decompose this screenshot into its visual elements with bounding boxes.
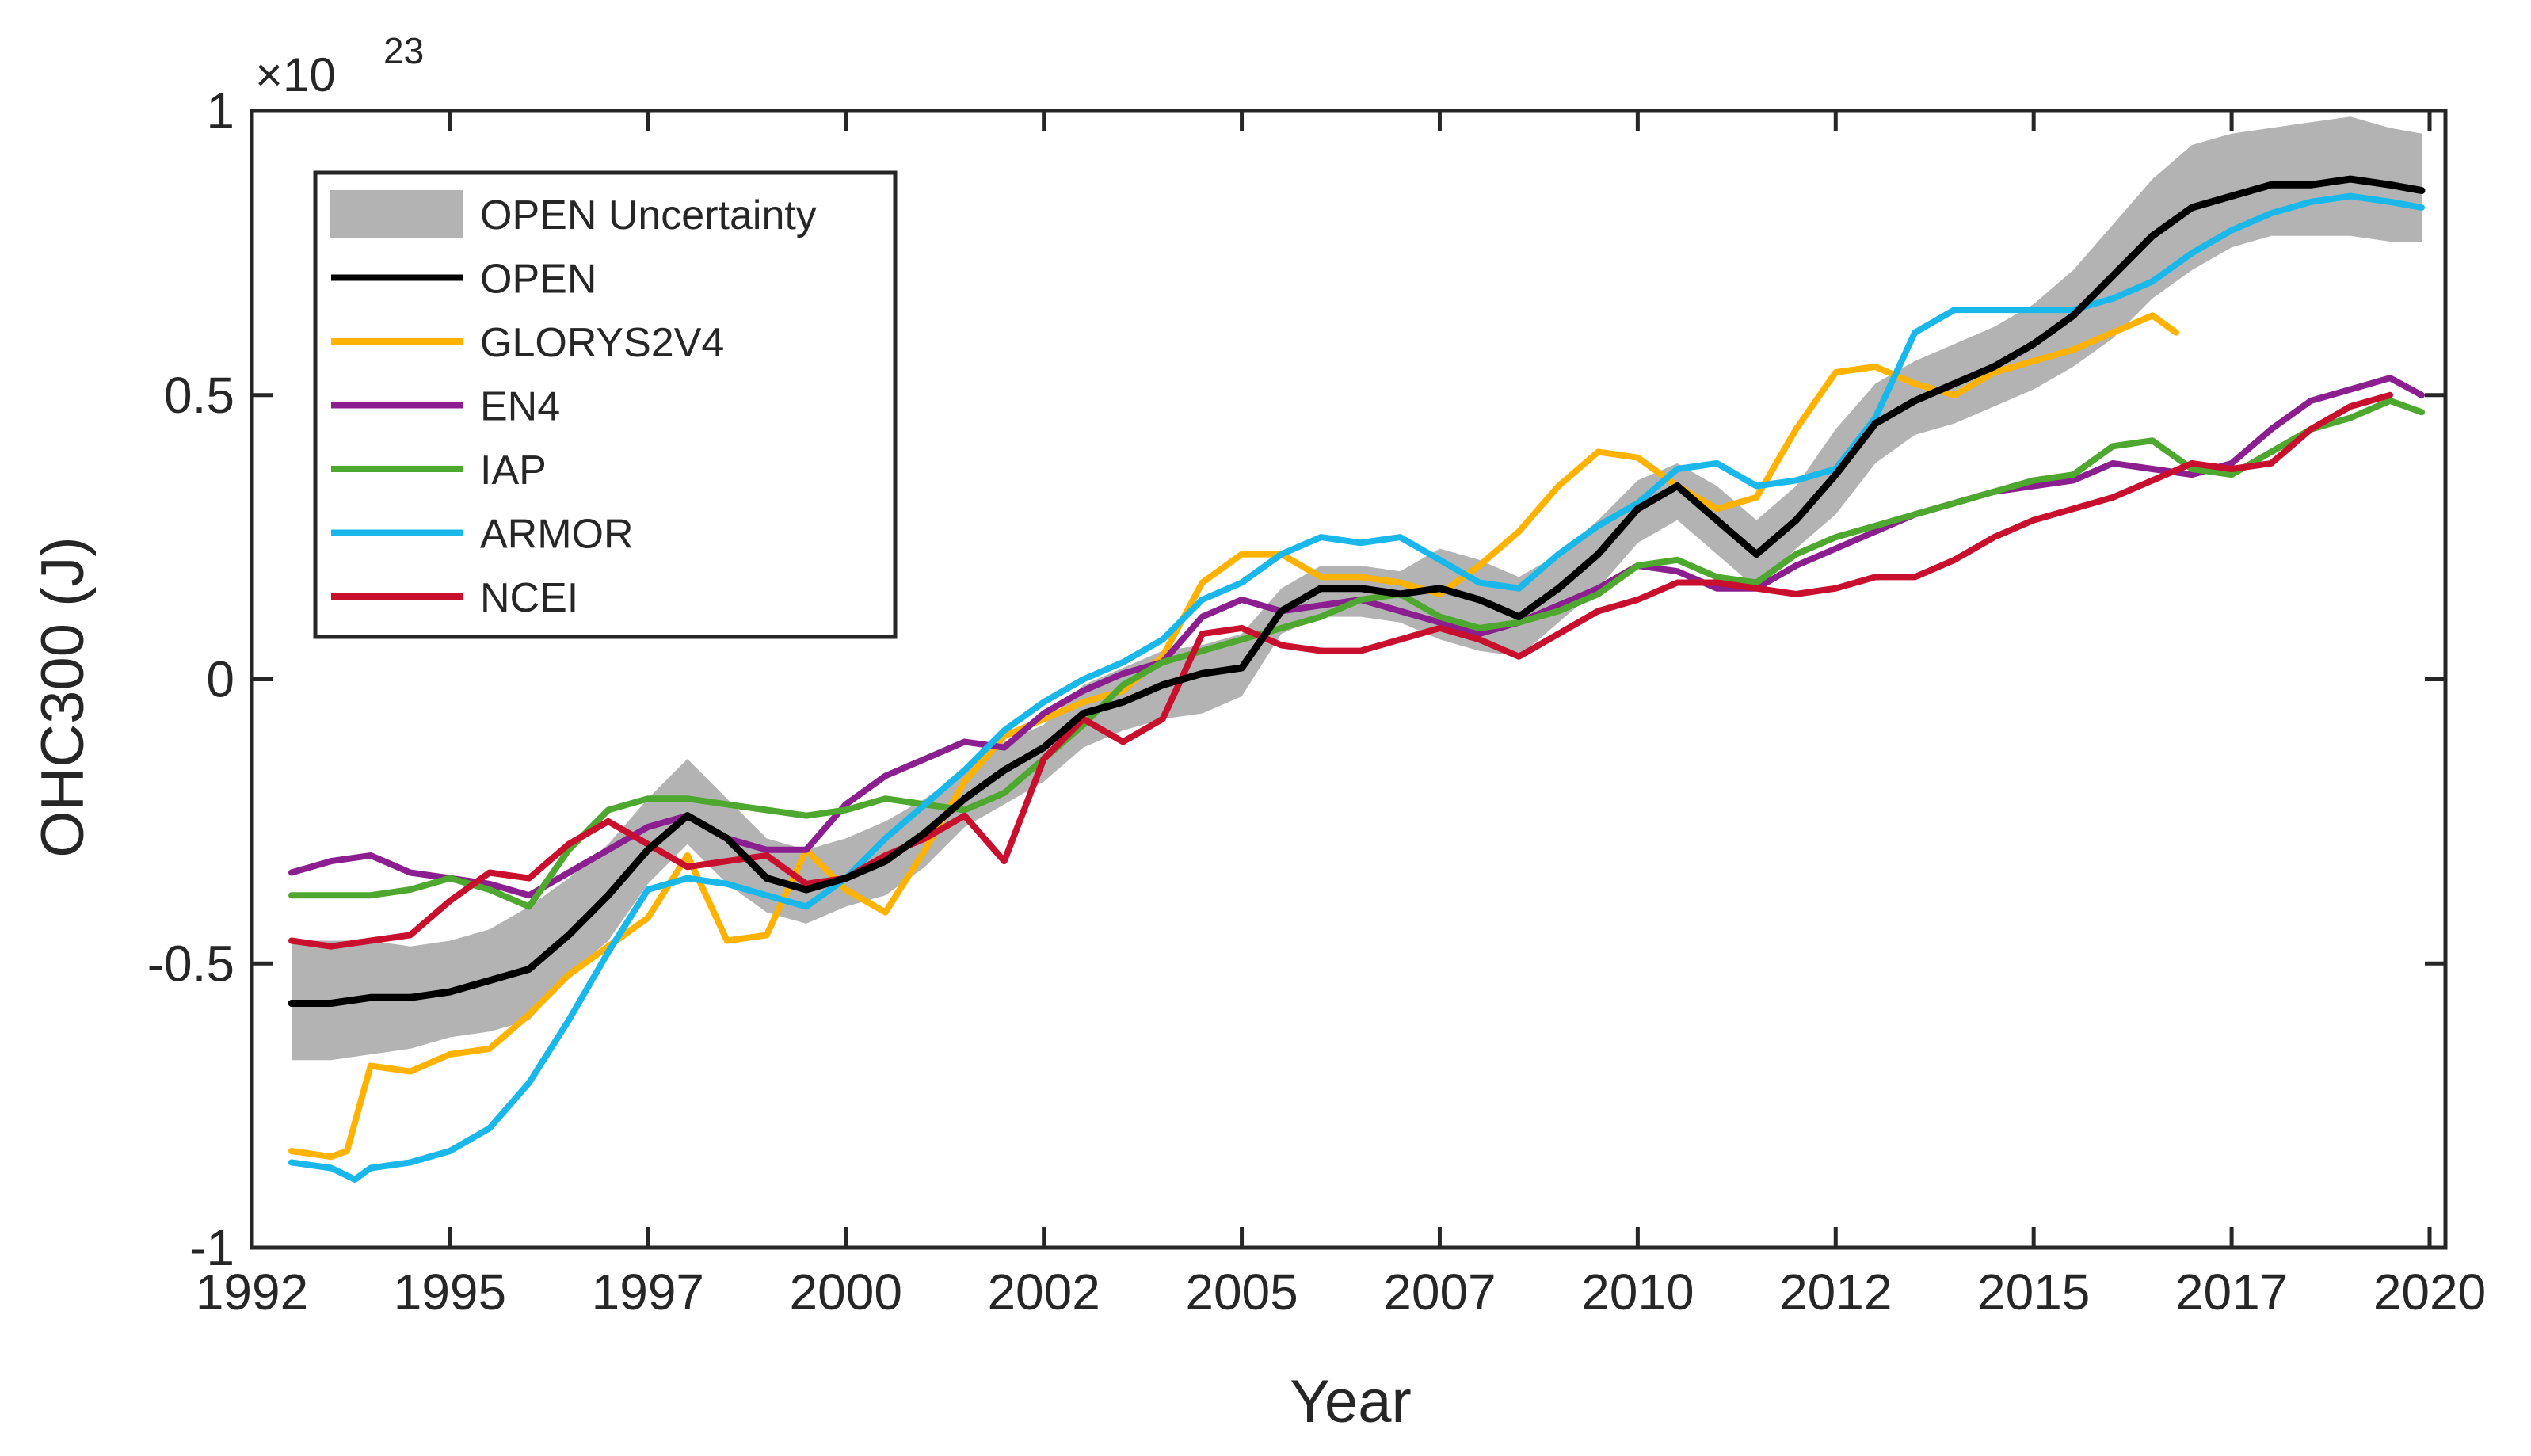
legend-label: IAP xyxy=(480,448,547,494)
x-tick-label: 2005 xyxy=(1185,1264,1298,1321)
x-tick-label: 2010 xyxy=(1581,1264,1694,1321)
series-line-armor xyxy=(288,192,2425,1183)
legend-swatch-open-uncertainty xyxy=(330,190,463,238)
x-tick-label: 2007 xyxy=(1383,1264,1496,1321)
series-line-iap xyxy=(288,397,2425,910)
y-tick-label: 0 xyxy=(206,651,234,708)
y-axis-label: OHC300 (J) xyxy=(29,536,97,857)
x-tick-label: 2017 xyxy=(2175,1264,2288,1321)
y-multiplier-exponent: 23 xyxy=(383,30,424,71)
y-tick-label: -0.5 xyxy=(147,935,234,992)
legend-label: ARMOR xyxy=(480,512,634,558)
y-tick-label: -1 xyxy=(189,1219,234,1276)
legend: OPEN Uncertainty OPEN GLORYS2V4 EN4 IAP ARMOR… xyxy=(313,170,898,639)
legend-label: GLORYS2V4 xyxy=(480,320,724,366)
x-tick-label: 1995 xyxy=(394,1264,506,1321)
axes: 1992 1995 1997 2000 2002 2005 2007 2010 2012 2015… xyxy=(147,82,2486,1321)
x-tick-label: 2000 xyxy=(790,1264,902,1321)
y-tick-label: 0.5 xyxy=(164,367,234,424)
series-line-ncei xyxy=(288,391,2393,950)
x-axis-label: Year xyxy=(1290,1368,1412,1435)
x-tick-label: 2020 xyxy=(2373,1264,2486,1321)
x-tick-label: 1997 xyxy=(592,1264,704,1321)
legend-label: NCEI xyxy=(480,575,578,621)
legend-label: EN4 xyxy=(480,384,560,430)
y-multiplier-base: ×10 xyxy=(255,48,336,101)
legend-label: OPEN xyxy=(480,257,597,303)
series-line-glorys2v4 xyxy=(288,312,2180,1161)
series-line-open xyxy=(288,175,2426,1007)
legend-label: OPEN Uncertainty xyxy=(480,192,817,238)
plot-area xyxy=(288,116,2426,1183)
x-tick-label: 1992 xyxy=(196,1264,308,1321)
y-tick-label: 1 xyxy=(206,82,234,139)
x-tick-label: 2015 xyxy=(1977,1264,2090,1321)
x-tick-label: 2012 xyxy=(1779,1264,1892,1321)
x-tick-label: 2002 xyxy=(987,1264,1100,1321)
